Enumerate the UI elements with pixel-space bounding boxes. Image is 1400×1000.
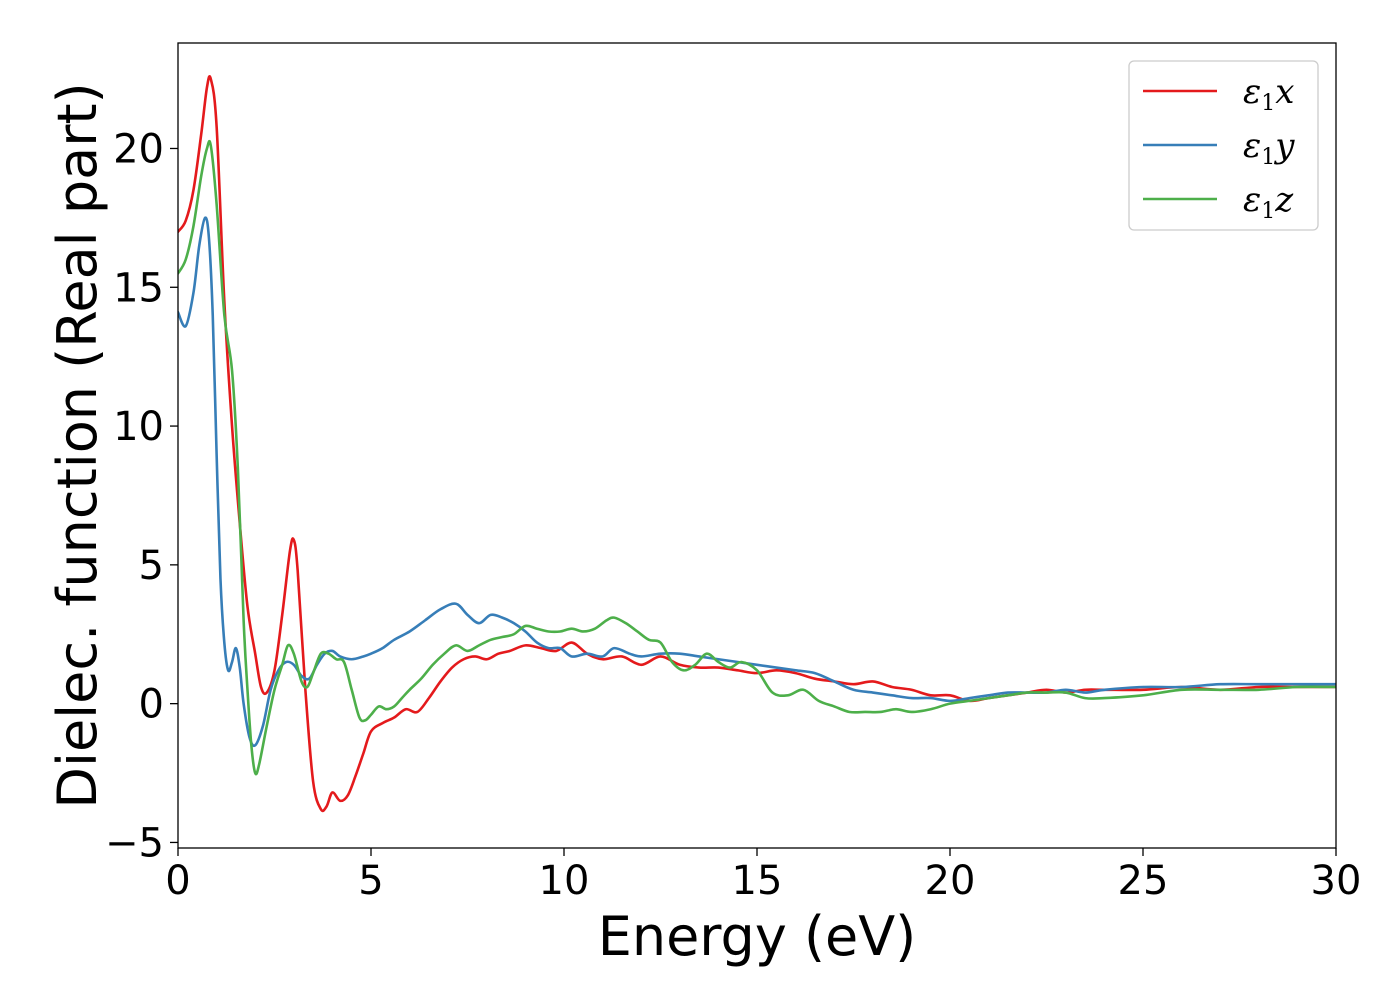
y-axis-ticks: −5 0 5 10 15 20 (105, 126, 178, 866)
x-tick-label: 15 (732, 858, 783, 904)
legend-box (1128, 60, 1319, 231)
legend-label: ε1x (1243, 72, 1294, 116)
y-tick-label: 10 (113, 404, 164, 450)
x-axis-ticks: 0 5 10 15 20 25 30 (165, 848, 1361, 904)
y-tick-label: 0 (139, 682, 164, 728)
y-tick-label: −5 (105, 820, 164, 866)
x-tick-label: 10 (539, 858, 590, 904)
x-tick-label: 30 (1311, 858, 1362, 904)
series-line-3 (178, 139, 1336, 776)
y-tick-label: 20 (113, 126, 164, 172)
legend-label: ε1y (1243, 126, 1295, 170)
plot-lines (178, 75, 1336, 813)
series-line-2 (178, 216, 1336, 748)
legend: ε1x ε1y ε1z (1128, 60, 1319, 231)
y-tick-label: 5 (139, 543, 164, 589)
y-tick-label: 15 (113, 265, 164, 311)
y-axis-title: Dielec. function (Real part) (46, 82, 109, 808)
x-tick-label: 20 (925, 858, 976, 904)
x-tick-label: 5 (358, 858, 383, 904)
x-axis-title: Energy (eV) (598, 905, 917, 968)
x-tick-label: 0 (165, 858, 190, 904)
legend-label: ε1z (1243, 180, 1294, 224)
x-tick-label: 25 (1118, 858, 1169, 904)
